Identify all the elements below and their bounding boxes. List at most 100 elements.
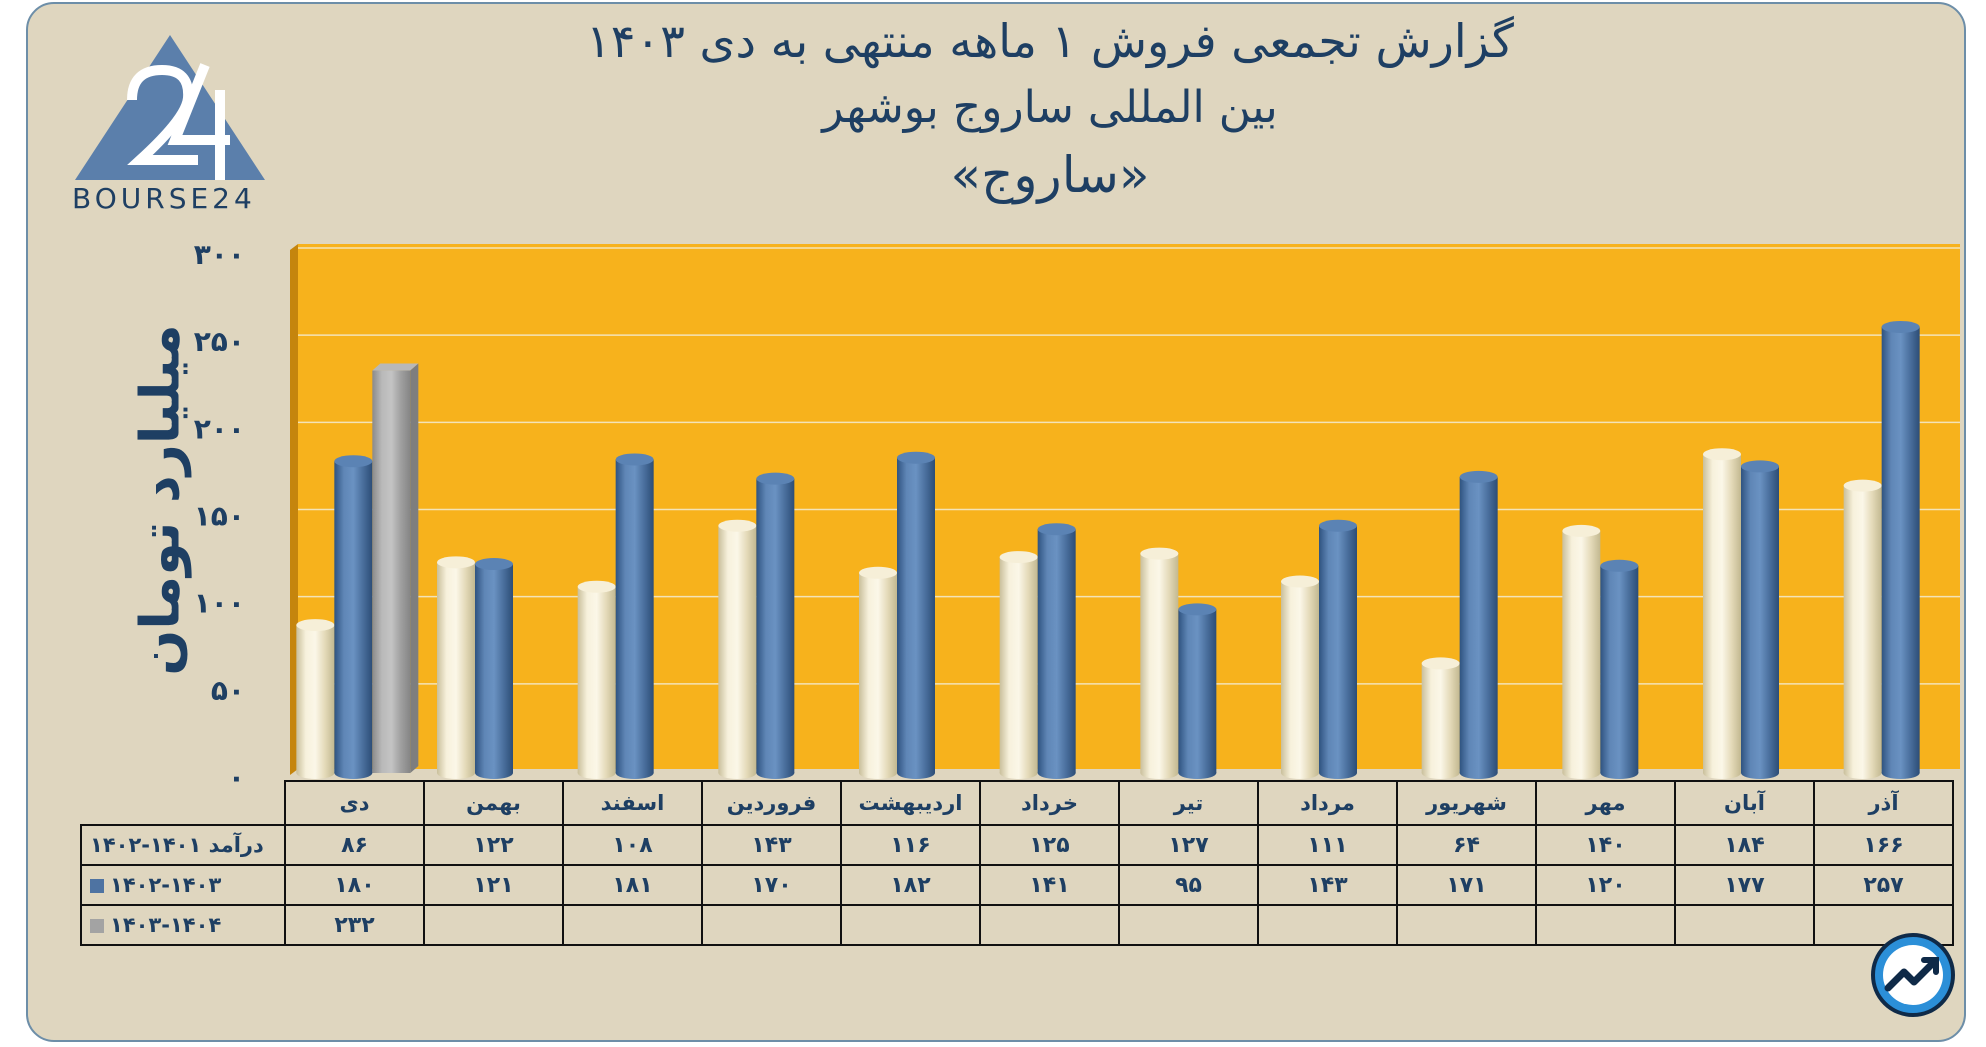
bar-base-series-1 [1843, 767, 1882, 779]
table-cell: ۸۶ [284, 824, 425, 866]
table-cell: ۱۲۱ [423, 864, 564, 906]
bar-base-series-1 [577, 767, 616, 779]
bar-top-series-1 [1562, 524, 1601, 537]
chart-title-line-1: گزارش تجمعی فروش ۱ ماهه منتهی به دی ۱۴۰۳ [586, 14, 1514, 68]
table-cell [562, 904, 703, 946]
table-corner [81, 781, 286, 826]
table-cell: ۲۳۲ [284, 904, 425, 946]
series-2-swatch [90, 879, 104, 893]
bar-top-series-3 [372, 363, 419, 371]
bar-top-series-2 [756, 472, 795, 485]
series-1-name: درآمد ۱۴۰۱-۱۴۰۲ [90, 833, 264, 857]
bar-series-1 [1140, 553, 1179, 773]
bar-base-series-2 [1459, 767, 1498, 779]
bar-base-series-2 [1881, 767, 1920, 779]
series-3-name: ۱۴۰۳-۱۴۰۴ [110, 913, 222, 937]
bar-series-1 [1562, 530, 1601, 773]
bar-top-series-1 [1140, 547, 1179, 560]
table-cell: ۱۷۱ [1396, 864, 1537, 906]
bar-top-series-2 [1178, 603, 1217, 616]
bar-series-2 [615, 459, 654, 773]
bar-base-series-2 [897, 767, 935, 779]
chart-title-line-2: بین المللی ساروج بوشهر [822, 82, 1278, 133]
trend-badge-icon [1871, 933, 1955, 1017]
table-cell: ۱۲۲ [423, 824, 564, 866]
bar-top-series-1 [577, 580, 616, 593]
logo-text: BOURSE24 [72, 182, 256, 215]
bar-base-series-2 [1741, 767, 1779, 779]
bar-base-series-2 [1037, 767, 1076, 779]
series-2-legend: ۱۴۰۲-۱۴۰۳ [80, 864, 286, 906]
table-cell: ۶۴ [1396, 824, 1537, 866]
table-cell: ۱۸۲ [840, 864, 981, 906]
bar-series-2 [1037, 529, 1076, 773]
bar-series-1 [1281, 581, 1319, 773]
bar-top-series-2 [1319, 519, 1357, 532]
table-cell [701, 904, 842, 946]
table-cell [1674, 904, 1815, 946]
table-cell: ۱۸۴ [1674, 824, 1815, 866]
bar-top-series-1 [1703, 448, 1741, 461]
bar-top-series-1 [859, 566, 897, 579]
category-label: بهمن [423, 780, 564, 826]
series-1-legend: درآمد ۱۴۰۱-۱۴۰۲ [80, 824, 286, 866]
table-cell: ۱۴۳ [701, 824, 842, 866]
bar-base-series-1 [1562, 767, 1601, 779]
bar-top-series-1 [1843, 479, 1882, 492]
bar-base-series-2 [1178, 767, 1217, 779]
y-tick-label: ۲۰۰ [194, 412, 245, 445]
table-cell: ۱۲۰ [1535, 864, 1676, 906]
table-cell: ۱۲۷ [1118, 824, 1259, 866]
bar-top-series-2 [334, 455, 373, 468]
bar-top-series-1 [718, 519, 757, 532]
bourse24-logo [75, 35, 265, 180]
bar-top-series-2 [1741, 460, 1779, 473]
bar-base-series-2 [1600, 767, 1639, 779]
bar-base-series-2 [334, 767, 373, 779]
table-cell [1396, 904, 1537, 946]
bar-series-1 [1843, 485, 1882, 773]
data-table: دی بهمن اسفند فروردین اردیبهشت خرداد تیر… [80, 780, 1954, 946]
bar-side-series-3 [410, 363, 419, 773]
bar-series-1 [296, 625, 335, 773]
bar-top-series-2 [1459, 470, 1498, 483]
table-row: ۱۴۰۳-۱۴۰۴ ۲۳۲ [80, 904, 1954, 946]
category-label: مرداد [1257, 780, 1398, 826]
table-cell: ۱۴۱ [979, 864, 1120, 906]
table-cell: ۱۰۸ [562, 824, 703, 866]
category-label: تیر [1118, 780, 1259, 826]
bar-series-1 [577, 586, 616, 773]
table-cell: ۱۸۰ [284, 864, 425, 906]
bar-base-series-2 [756, 767, 795, 779]
bar-series-2 [475, 564, 513, 773]
table-cell [1535, 904, 1676, 946]
table-cell [840, 904, 981, 946]
category-label: شهریور [1396, 780, 1537, 826]
bar-base-series-2 [615, 767, 654, 779]
category-label: مهر [1535, 780, 1676, 826]
bar-series-2 [897, 457, 935, 773]
bar-series-2 [1319, 525, 1357, 773]
bar-top-series-1 [296, 619, 335, 632]
bar-base-series-1 [718, 767, 757, 779]
y-tick-label: ۳۰۰ [194, 238, 245, 271]
bar-base-series-1 [1140, 767, 1179, 779]
table-cell: ۱۱۶ [840, 824, 981, 866]
table-header-row: دی بهمن اسفند فروردین اردیبهشت خرداد تیر… [81, 780, 1954, 826]
category-label: فروردین [701, 780, 842, 826]
bar-series-2 [1459, 476, 1498, 773]
table-cell: ۱۷۰ [701, 864, 842, 906]
bar-top-series-1 [1421, 657, 1460, 670]
bar-series-1 [437, 562, 475, 773]
bar-series-1 [1421, 663, 1460, 773]
bar-base-series-1 [1421, 767, 1460, 779]
bar-top-series-2 [1037, 523, 1076, 536]
table-row: درآمد ۱۴۰۱-۱۴۰۲ ۸۶ ۱۲۲ ۱۰۸ ۱۴۳ ۱۱۶ ۱۲۵ ۱… [80, 824, 1954, 866]
plot-side-wall [290, 244, 298, 775]
y-tick-label: ۱۰۰ [194, 587, 245, 620]
bar-base-series-2 [475, 767, 513, 779]
bar-top-series-1 [1281, 575, 1319, 588]
table-cell: ۱۷۷ [1674, 864, 1815, 906]
table-cell [1118, 904, 1259, 946]
bar-base-series-1 [859, 767, 897, 779]
